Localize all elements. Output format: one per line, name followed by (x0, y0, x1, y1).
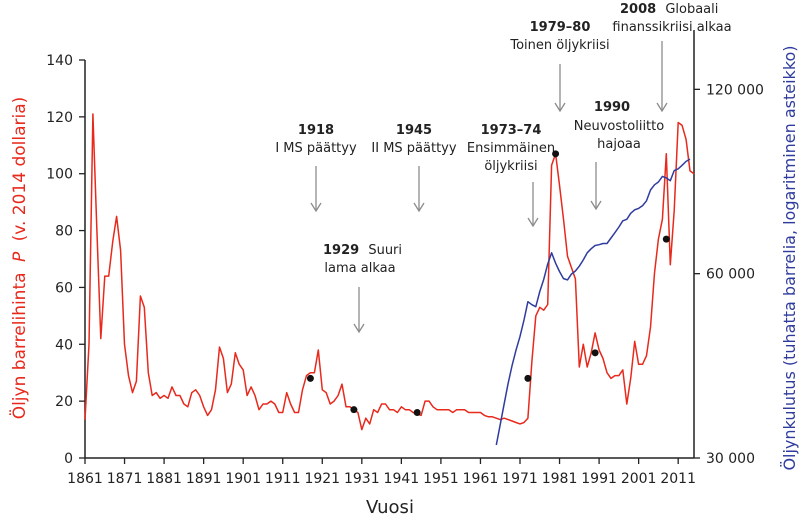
consumption-series-line (495, 158, 691, 446)
x-tick-label: 2001 (621, 471, 657, 487)
y-axis-left-label-main: Öljyn barrelihinta (8, 272, 30, 419)
annotation-1918-year: 1918 (298, 123, 334, 138)
x-tick-label: 1971 (502, 471, 538, 487)
x-tick-label: 1921 (304, 471, 340, 487)
svg-text:2008 Globaali: 2008 Globaali (620, 2, 718, 17)
x-tick-label: 1861 (67, 471, 103, 487)
event-marker-dot (591, 349, 599, 357)
annotation-1979-year: 1979–80 (530, 20, 591, 35)
svg-text:1929 Suuri: 1929 Suuri (323, 243, 402, 258)
annotation-2008-text-2: finanssikriisi alkaa (612, 20, 731, 35)
event-annotations: 1918 I MS päättyy 1945 II MS päättyy 192… (275, 2, 732, 334)
left-tick-label: 80 (55, 224, 73, 240)
annotation-1979-text: Toinen öljykriisi (509, 38, 609, 53)
x-tick-label: 1931 (344, 471, 380, 487)
y-axis-right-label: Öljynkulutus (tuhatta barrelia, logaritm… (780, 45, 799, 470)
annotation-1945-year: 1945 (396, 123, 432, 138)
svg-text:1918: 1918 (298, 123, 334, 138)
arrowhead-1918 (310, 202, 322, 213)
left-tick-label: 60 (55, 280, 73, 296)
x-tick-label: 1911 (265, 471, 301, 487)
left-tick-label: 100 (46, 167, 73, 183)
x-tick-label: 1941 (384, 471, 420, 487)
y-axis-left-label-unit: (v. 2014 dollaria) (10, 97, 30, 242)
arrowhead-1990 (590, 200, 602, 211)
left-tick-label: 120 (46, 110, 73, 126)
left-tick-label: 0 (64, 451, 73, 467)
annotation-1929-text-1: Suuri (368, 243, 402, 258)
x-tick-label: 1961 (463, 471, 499, 487)
arrowhead-1973 (527, 217, 539, 228)
annotation-1945-text: II MS päättyy (371, 141, 456, 156)
annotation-1973-text-2: öljykriisi (484, 159, 537, 174)
left-axis-ticks: 0 20 40 60 80 100 120 140 (46, 53, 85, 467)
annotation-1990-text-1: Neuvostoliitto (574, 119, 664, 134)
event-marker-dot (662, 235, 670, 243)
right-tick-label: 60 000 (706, 267, 755, 283)
right-tick-label: 30 000 (706, 451, 755, 467)
x-tick-label: 2011 (660, 471, 696, 487)
x-tick-label: 1891 (186, 471, 222, 487)
annotation-1990-year: 1990 (594, 100, 630, 115)
x-axis-label: Vuosi (366, 497, 414, 518)
annotation-1990-text-2: hajoaa (597, 137, 641, 152)
right-tick-label: 120 000 (706, 82, 764, 98)
event-marker-dot (413, 409, 421, 417)
left-tick-label: 140 (46, 53, 73, 69)
annotation-1918-text: I MS päättyy (275, 141, 357, 156)
annotation-1973-text-1: Ensimmäinen (467, 141, 555, 156)
annotation-2008-year: 2008 (620, 2, 656, 17)
arrowhead-2008 (656, 102, 668, 113)
left-tick-label: 40 (55, 337, 73, 353)
x-tick-label: 1991 (581, 471, 617, 487)
event-marker-dot (552, 150, 560, 158)
y-axis-left-label: Öljyn barrelihinta P (v. 2014 dollaria) (8, 97, 30, 420)
arrowhead-1945 (413, 202, 425, 213)
x-tick-label: 1871 (107, 471, 143, 487)
arrowhead-1979 (554, 102, 566, 113)
right-axis-ticks: 30 000 60 000 120 000 (694, 82, 764, 467)
left-tick-label: 20 (55, 394, 73, 410)
price-series-line (84, 113, 695, 431)
arrowhead-1929 (353, 323, 365, 334)
y-axis-left-label-symbol: P (10, 251, 30, 262)
annotation-1973-year: 1973–74 (481, 123, 542, 138)
annotation-1929-year: 1929 (323, 243, 359, 258)
annotation-1929-text-2: lama alkaa (324, 261, 395, 276)
x-tick-label: 1981 (542, 471, 578, 487)
event-marker-dot (350, 406, 358, 414)
x-axis-ticks: 1861 1871 1881 1891 1901 1911 1921 1931 1941 1951… (67, 458, 696, 487)
annotation-2008-text-1: Globaali (665, 2, 718, 17)
x-tick-label: 1901 (225, 471, 261, 487)
event-marker-dot (306, 374, 314, 382)
x-tick-label: 1951 (423, 471, 459, 487)
event-marker-dot (524, 374, 532, 382)
event-markers (306, 150, 670, 417)
x-tick-label: 1881 (146, 471, 182, 487)
